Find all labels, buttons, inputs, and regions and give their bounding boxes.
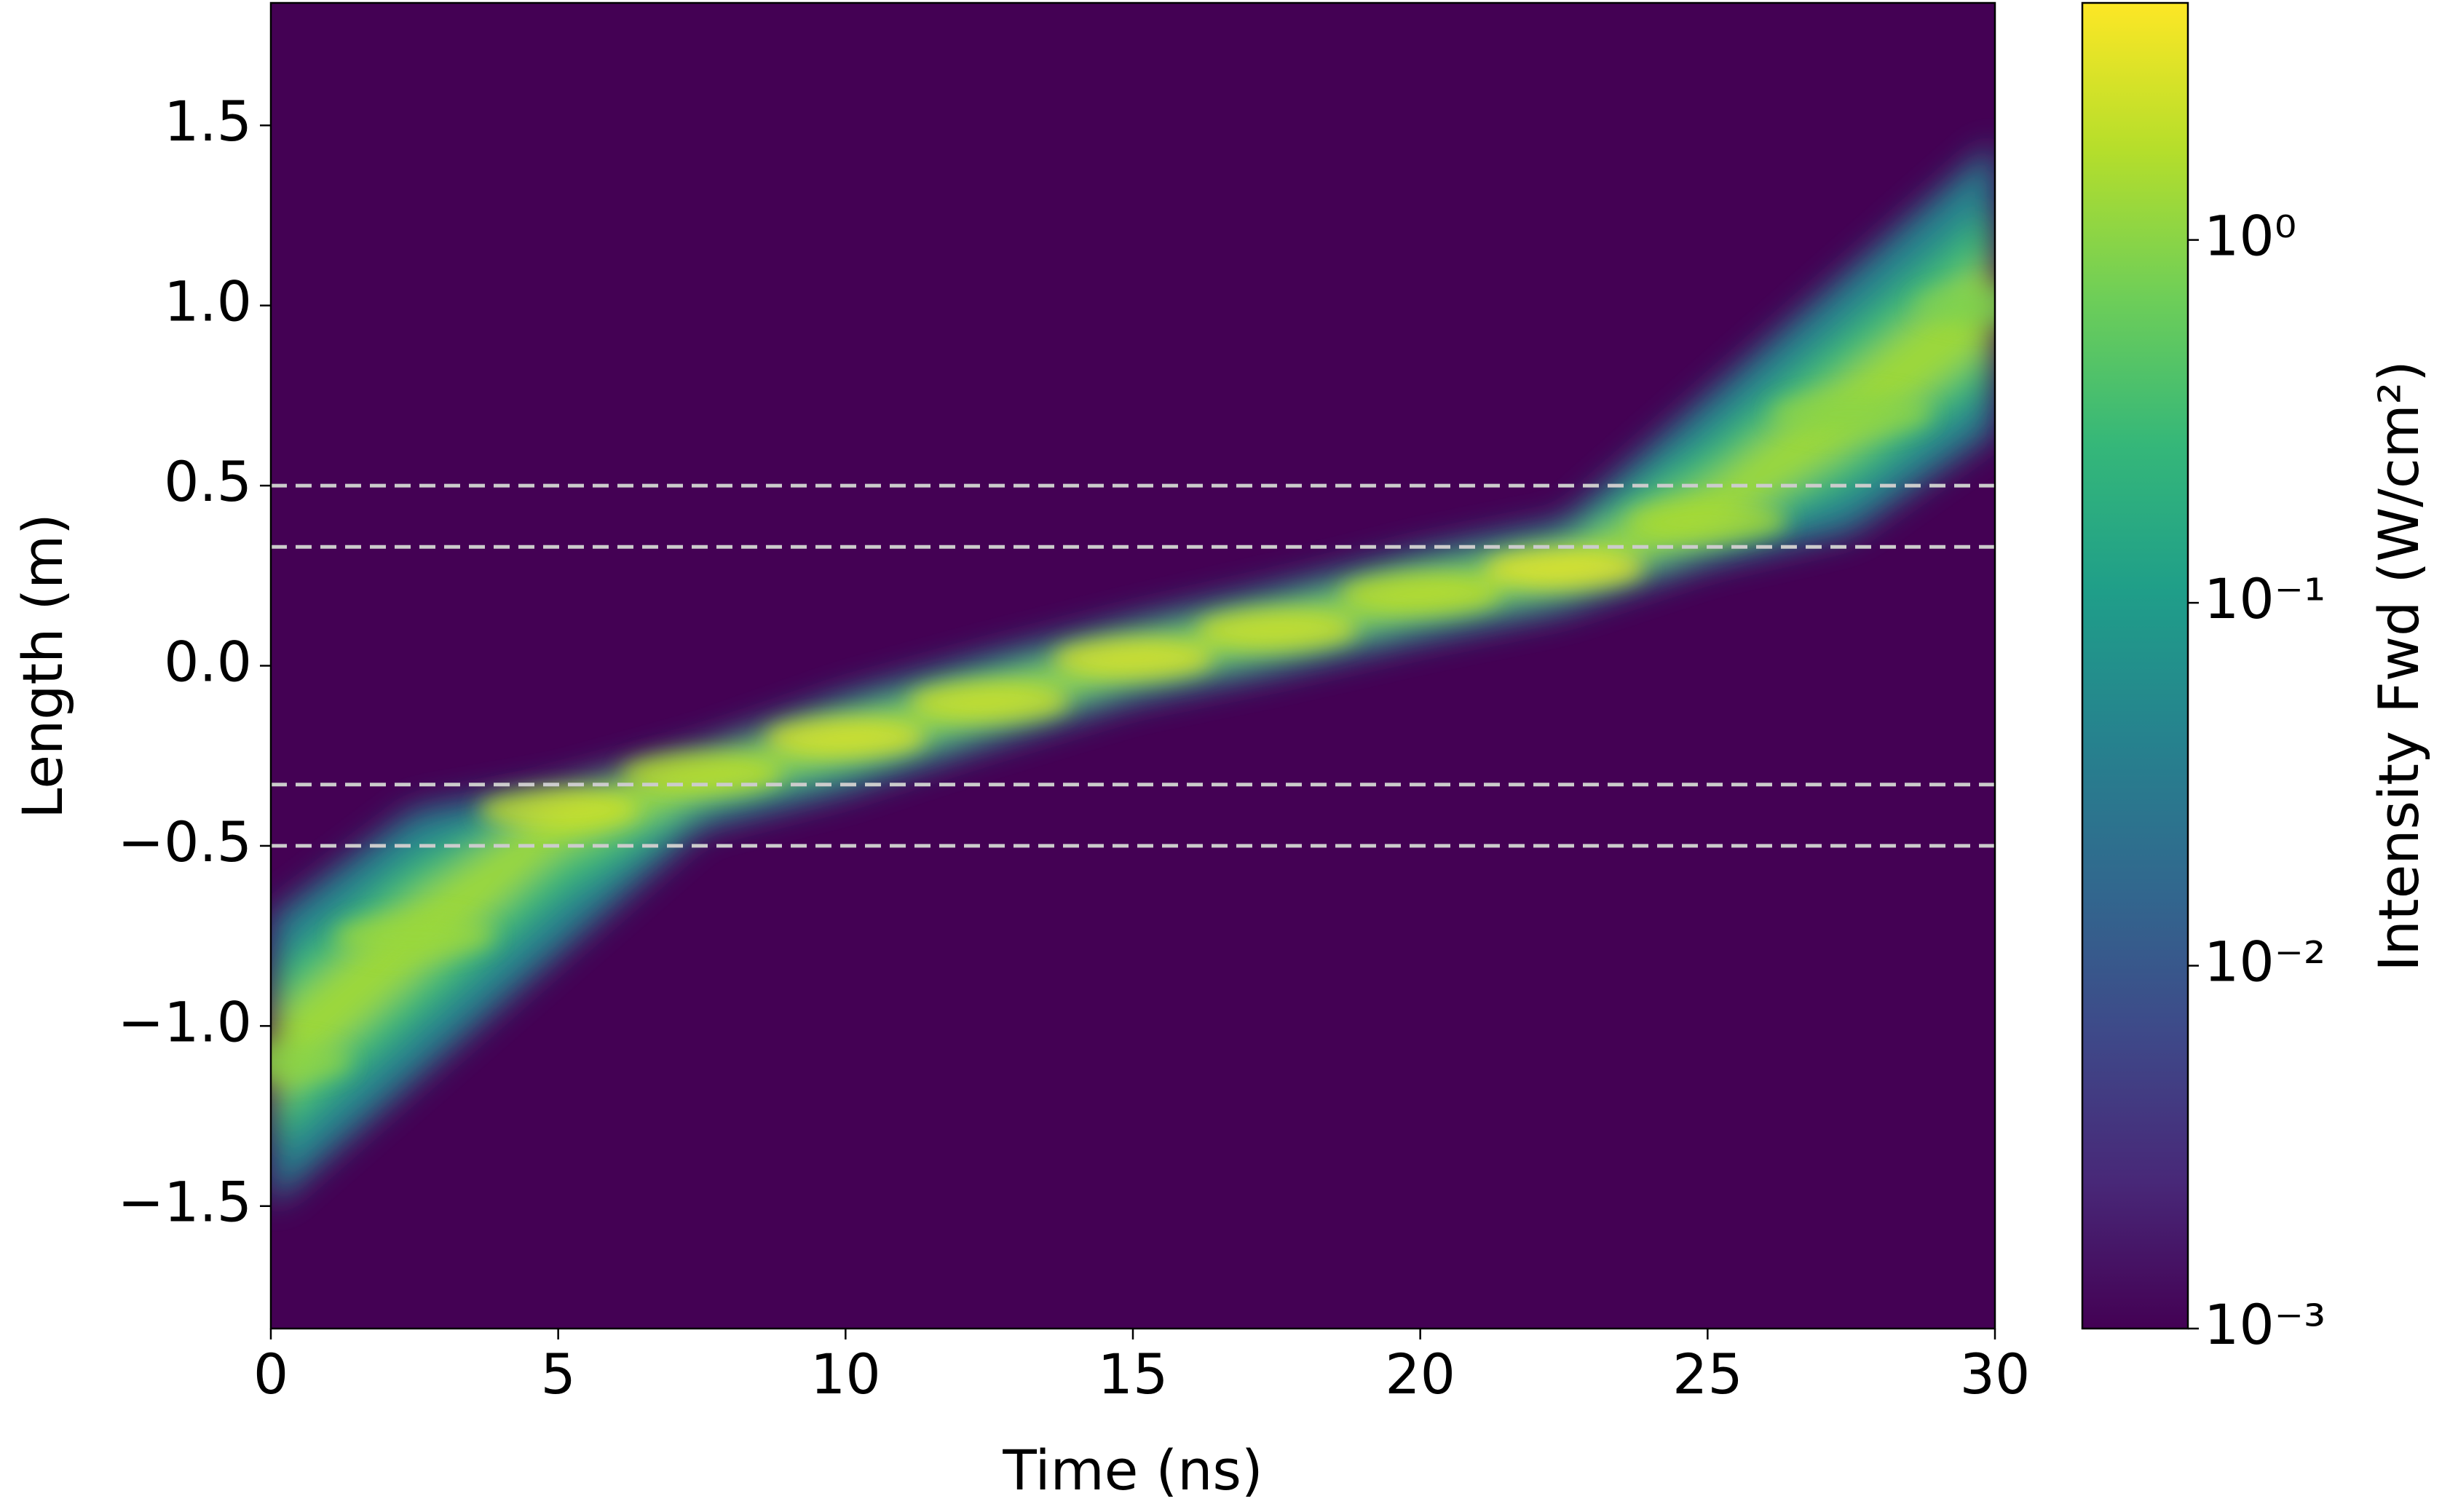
ridge-peak: [1627, 501, 1788, 542]
y-tick-label: −1.5: [117, 1170, 252, 1235]
ridge-peak: [1053, 638, 1213, 679]
y-tick-label: 1.5: [164, 89, 252, 154]
y-tick-label: 0.0: [164, 629, 252, 694]
ridge-peak: [1484, 547, 1644, 589]
x-tick-label: 5: [540, 1342, 575, 1406]
x-tick-label: 30: [1960, 1342, 2031, 1406]
ridge-peak: [1196, 609, 1357, 651]
x-tick-label: 0: [253, 1342, 288, 1406]
ridge-peak: [1915, 285, 1995, 326]
colorbar-tick-label: 10⁻¹: [2204, 566, 2326, 631]
ridge-peak: [1340, 573, 1501, 614]
colorbar-tick-label: 10⁻³: [2204, 1292, 2326, 1357]
ridge-peak: [334, 915, 495, 957]
ridge-peak: [271, 1041, 351, 1082]
ridge-peak: [1771, 393, 1932, 435]
y-tick-label: −1.0: [117, 989, 252, 1054]
ridge-peak: [765, 717, 926, 759]
x-tick-label: 20: [1385, 1342, 1455, 1406]
ridge-peak: [622, 753, 782, 794]
colorbar-tick-label: 10⁻²: [2204, 930, 2326, 994]
x-tick-label: 25: [1672, 1342, 1743, 1406]
plot-area: [271, 3, 1995, 1329]
y-tick-label: −0.5: [117, 810, 252, 874]
colorbar-title: Intensity Fwd (W/cm²): [2366, 360, 2431, 972]
peak-layer: [271, 285, 1995, 1082]
colorbar-tick-label: 10⁰: [2204, 204, 2296, 269]
x-tick-label: 10: [810, 1342, 881, 1406]
y-axis-title: Length (m): [10, 513, 75, 819]
y-tick-label: 0.5: [164, 449, 252, 514]
x-tick-label: 15: [1098, 1342, 1169, 1406]
x-axis-title: Time (ns): [1002, 1438, 1263, 1503]
ridge-peak: [909, 681, 1070, 722]
ridge-peak: [478, 789, 639, 831]
y-tick-label: 1.0: [164, 269, 252, 334]
colorbar: [2081, 1, 2189, 1330]
